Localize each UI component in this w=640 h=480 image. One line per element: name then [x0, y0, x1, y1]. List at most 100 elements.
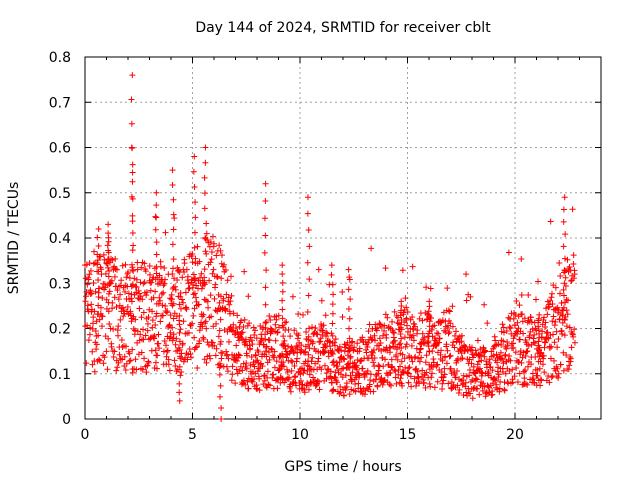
data-point	[135, 287, 142, 294]
data-point	[239, 329, 246, 336]
data-point	[469, 344, 475, 351]
data-point	[155, 340, 162, 347]
data-point	[327, 343, 334, 350]
data-point	[316, 378, 323, 385]
data-point	[198, 319, 205, 326]
data-point	[140, 309, 147, 316]
data-point	[355, 380, 362, 387]
data-point	[87, 291, 94, 298]
data-point	[566, 362, 573, 369]
data-point	[293, 342, 300, 349]
data-point	[398, 326, 405, 333]
data-point	[261, 215, 268, 222]
data-point	[340, 355, 347, 362]
data-point	[101, 256, 108, 263]
data-point	[339, 288, 346, 295]
data-point	[229, 363, 236, 370]
data-point	[102, 333, 109, 340]
data-point	[170, 300, 177, 307]
data-point	[164, 308, 171, 315]
data-point	[494, 359, 501, 366]
data-point	[380, 363, 387, 370]
data-point	[202, 318, 209, 325]
data-point	[152, 322, 159, 329]
data-point	[95, 225, 102, 232]
data-point	[153, 202, 160, 209]
data-point	[462, 383, 469, 390]
data-point	[173, 335, 180, 342]
data-point	[236, 368, 243, 375]
data-point	[273, 316, 280, 323]
data-point	[294, 335, 301, 342]
data-point	[530, 375, 537, 382]
data-point	[144, 327, 151, 334]
data-point	[145, 359, 152, 366]
data-point	[298, 342, 305, 349]
data-point	[329, 350, 336, 357]
data-point	[263, 318, 270, 325]
data-point	[566, 324, 573, 331]
data-point	[93, 341, 100, 348]
data-point	[190, 291, 197, 298]
data-point	[279, 341, 286, 348]
data-point	[387, 369, 394, 376]
data-point	[286, 385, 293, 392]
data-point	[217, 247, 224, 254]
data-point	[129, 161, 136, 168]
data-point	[328, 271, 335, 278]
data-point	[314, 331, 321, 338]
data-point	[263, 353, 270, 360]
data-point	[303, 329, 310, 336]
data-point	[320, 322, 327, 329]
data-point	[529, 376, 536, 383]
data-point	[125, 269, 132, 276]
data-point	[244, 352, 251, 359]
data-point	[431, 322, 438, 329]
data-point	[518, 255, 525, 262]
data-point	[433, 362, 440, 369]
data-point	[305, 227, 312, 234]
data-point	[177, 355, 184, 362]
data-point	[510, 315, 517, 322]
data-point	[201, 174, 208, 181]
data-point	[178, 368, 185, 375]
data-point	[190, 281, 197, 288]
data-point	[349, 369, 356, 376]
data-point	[190, 312, 197, 319]
data-point	[306, 325, 313, 332]
data-point	[455, 335, 462, 342]
data-point	[345, 348, 352, 355]
data-point	[309, 338, 316, 345]
data-point	[224, 368, 231, 375]
data-point	[541, 338, 548, 345]
data-point	[328, 379, 335, 386]
data-point	[392, 374, 399, 381]
data-point	[345, 266, 352, 273]
data-point	[441, 371, 448, 378]
data-point	[305, 341, 312, 348]
data-point	[259, 363, 266, 370]
data-point	[263, 343, 270, 350]
data-point	[92, 288, 99, 295]
data-point	[388, 356, 395, 363]
data-point	[113, 304, 120, 311]
data-point	[98, 312, 105, 319]
data-point	[377, 340, 384, 347]
data-point	[306, 371, 313, 378]
y-tick-label: 0.6	[49, 141, 71, 157]
data-point	[283, 319, 290, 326]
data-point	[328, 330, 335, 337]
data-point	[435, 339, 442, 346]
data-point	[285, 343, 292, 350]
data-point	[444, 285, 451, 292]
data-point	[535, 338, 542, 345]
data-point	[547, 218, 554, 225]
data-point	[418, 354, 425, 361]
data-point	[170, 196, 177, 203]
data-point	[102, 270, 109, 277]
data-point	[426, 298, 433, 305]
data-point	[324, 366, 331, 373]
data-point	[346, 364, 353, 371]
data-point	[345, 305, 352, 312]
data-point	[561, 280, 568, 287]
